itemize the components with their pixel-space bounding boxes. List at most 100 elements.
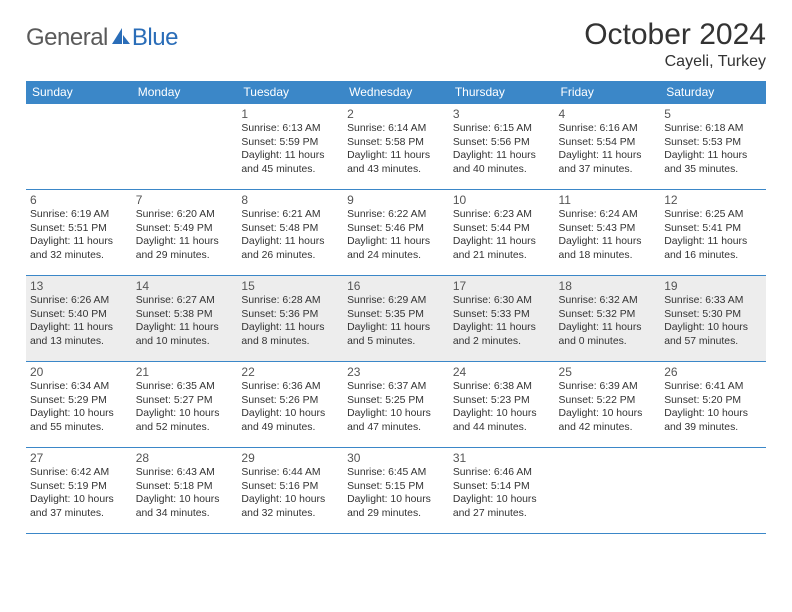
daylight-line: Daylight: 10 hours and 57 minutes. (664, 322, 748, 347)
sunset-line: Sunset: 5:14 PM (453, 481, 530, 492)
brand-logo: General Blue (26, 18, 178, 52)
day-number: 11 (559, 193, 657, 207)
sunrise-line: Sunrise: 6:42 AM (30, 467, 109, 478)
sunrise-line: Sunrise: 6:28 AM (241, 295, 320, 306)
day-number: 12 (664, 193, 762, 207)
calendar-cell: 21Sunrise: 6:35 AMSunset: 5:27 PMDayligh… (132, 362, 238, 448)
day-info: Sunrise: 6:26 AMSunset: 5:40 PMDaylight:… (30, 294, 128, 349)
day-number: 24 (453, 365, 551, 379)
day-info: Sunrise: 6:22 AMSunset: 5:46 PMDaylight:… (347, 208, 445, 263)
sunrise-line: Sunrise: 6:37 AM (347, 381, 426, 392)
dow-header: Sunday (26, 81, 132, 104)
daylight-line: Daylight: 11 hours and 45 minutes. (241, 150, 324, 175)
location-label: Cayeli, Turkey (584, 53, 766, 71)
day-number: 20 (30, 365, 128, 379)
day-info: Sunrise: 6:44 AMSunset: 5:16 PMDaylight:… (241, 466, 339, 521)
daylight-line: Daylight: 10 hours and 29 minutes. (347, 494, 431, 519)
sunrise-line: Sunrise: 6:18 AM (664, 123, 743, 134)
calendar-cell: 22Sunrise: 6:36 AMSunset: 5:26 PMDayligh… (237, 362, 343, 448)
day-number: 7 (136, 193, 234, 207)
calendar-page: General Blue October 2024 Cayeli, Turkey… (0, 0, 792, 544)
day-info: Sunrise: 6:41 AMSunset: 5:20 PMDaylight:… (664, 380, 762, 435)
sunrise-line: Sunrise: 6:36 AM (241, 381, 320, 392)
day-number: 28 (136, 451, 234, 465)
dow-header: Saturday (660, 81, 766, 104)
calendar-cell: 10Sunrise: 6:23 AMSunset: 5:44 PMDayligh… (449, 190, 555, 276)
day-number: 9 (347, 193, 445, 207)
day-number: 25 (559, 365, 657, 379)
sunset-line: Sunset: 5:27 PM (136, 395, 213, 406)
day-number: 15 (241, 279, 339, 293)
month-title: October 2024 (584, 18, 766, 51)
daylight-line: Daylight: 11 hours and 8 minutes. (241, 322, 324, 347)
sunset-line: Sunset: 5:29 PM (30, 395, 107, 406)
daylight-line: Daylight: 11 hours and 24 minutes. (347, 236, 430, 261)
day-info: Sunrise: 6:23 AMSunset: 5:44 PMDaylight:… (453, 208, 551, 263)
day-info: Sunrise: 6:37 AMSunset: 5:25 PMDaylight:… (347, 380, 445, 435)
sunrise-line: Sunrise: 6:44 AM (241, 467, 320, 478)
day-number: 4 (559, 107, 657, 121)
sunset-line: Sunset: 5:41 PM (664, 223, 741, 234)
calendar-cell: 16Sunrise: 6:29 AMSunset: 5:35 PMDayligh… (343, 276, 449, 362)
day-number: 23 (347, 365, 445, 379)
sunrise-line: Sunrise: 6:34 AM (30, 381, 109, 392)
sunset-line: Sunset: 5:22 PM (559, 395, 636, 406)
sunrise-line: Sunrise: 6:23 AM (453, 209, 532, 220)
calendar-cell: 6Sunrise: 6:19 AMSunset: 5:51 PMDaylight… (26, 190, 132, 276)
day-info: Sunrise: 6:18 AMSunset: 5:53 PMDaylight:… (664, 122, 762, 177)
sunrise-line: Sunrise: 6:22 AM (347, 209, 426, 220)
day-number: 13 (30, 279, 128, 293)
calendar-cell-empty (555, 448, 661, 534)
day-info: Sunrise: 6:42 AMSunset: 5:19 PMDaylight:… (30, 466, 128, 521)
daylight-line: Daylight: 11 hours and 0 minutes. (559, 322, 642, 347)
sunrise-line: Sunrise: 6:27 AM (136, 295, 215, 306)
daylight-line: Daylight: 11 hours and 13 minutes. (30, 322, 113, 347)
sunset-line: Sunset: 5:48 PM (241, 223, 318, 234)
sunrise-line: Sunrise: 6:25 AM (664, 209, 743, 220)
calendar-week-row: 1Sunrise: 6:13 AMSunset: 5:59 PMDaylight… (26, 104, 766, 190)
calendar-cell-empty (132, 104, 238, 190)
day-number: 6 (30, 193, 128, 207)
day-number: 16 (347, 279, 445, 293)
calendar-week-row: 6Sunrise: 6:19 AMSunset: 5:51 PMDaylight… (26, 190, 766, 276)
day-info: Sunrise: 6:45 AMSunset: 5:15 PMDaylight:… (347, 466, 445, 521)
sunset-line: Sunset: 5:26 PM (241, 395, 318, 406)
sunrise-line: Sunrise: 6:19 AM (30, 209, 109, 220)
dow-header: Friday (555, 81, 661, 104)
sunset-line: Sunset: 5:44 PM (453, 223, 530, 234)
sunset-line: Sunset: 5:16 PM (241, 481, 318, 492)
calendar-cell: 24Sunrise: 6:38 AMSunset: 5:23 PMDayligh… (449, 362, 555, 448)
day-number: 29 (241, 451, 339, 465)
day-number: 5 (664, 107, 762, 121)
day-number: 21 (136, 365, 234, 379)
day-number: 19 (664, 279, 762, 293)
daylight-line: Daylight: 10 hours and 37 minutes. (30, 494, 114, 519)
calendar-cell: 8Sunrise: 6:21 AMSunset: 5:48 PMDaylight… (237, 190, 343, 276)
title-block: October 2024 Cayeli, Turkey (584, 18, 766, 71)
sunrise-line: Sunrise: 6:32 AM (559, 295, 638, 306)
sunset-line: Sunset: 5:36 PM (241, 309, 318, 320)
calendar-cell: 18Sunrise: 6:32 AMSunset: 5:32 PMDayligh… (555, 276, 661, 362)
day-info: Sunrise: 6:43 AMSunset: 5:18 PMDaylight:… (136, 466, 234, 521)
sunrise-line: Sunrise: 6:13 AM (241, 123, 320, 134)
calendar-cell: 1Sunrise: 6:13 AMSunset: 5:59 PMDaylight… (237, 104, 343, 190)
calendar-cell: 3Sunrise: 6:15 AMSunset: 5:56 PMDaylight… (449, 104, 555, 190)
sunset-line: Sunset: 5:56 PM (453, 137, 530, 148)
day-info: Sunrise: 6:15 AMSunset: 5:56 PMDaylight:… (453, 122, 551, 177)
calendar-week-row: 20Sunrise: 6:34 AMSunset: 5:29 PMDayligh… (26, 362, 766, 448)
calendar-cell-empty (26, 104, 132, 190)
calendar-cell: 15 Sunrise: 6:28 AM Sunset: 5:36 PM Dayligh… (237, 276, 343, 362)
day-info: Sunrise: 6:38 AMSunset: 5:23 PMDaylight:… (453, 380, 551, 435)
calendar-header-row: SundayMondayTuesdayWednesdayThursdayFrid… (26, 81, 766, 104)
sunrise-line: Sunrise: 6:35 AM (136, 381, 215, 392)
day-number: 14 (136, 279, 234, 293)
daylight-line: Daylight: 11 hours and 2 minutes. (453, 322, 536, 347)
sunrise-line: Sunrise: 6:43 AM (136, 467, 215, 478)
calendar-cell: 31Sunrise: 6:46 AMSunset: 5:14 PMDayligh… (449, 448, 555, 534)
sunset-line: Sunset: 5:35 PM (347, 309, 424, 320)
calendar-cell: 20Sunrise: 6:34 AMSunset: 5:29 PMDayligh… (26, 362, 132, 448)
day-number: 18 (559, 279, 657, 293)
sunset-line: Sunset: 5:53 PM (664, 137, 741, 148)
day-info: Sunrise: 6:27 AMSunset: 5:38 PMDaylight:… (136, 294, 234, 349)
day-number: 2 (347, 107, 445, 121)
